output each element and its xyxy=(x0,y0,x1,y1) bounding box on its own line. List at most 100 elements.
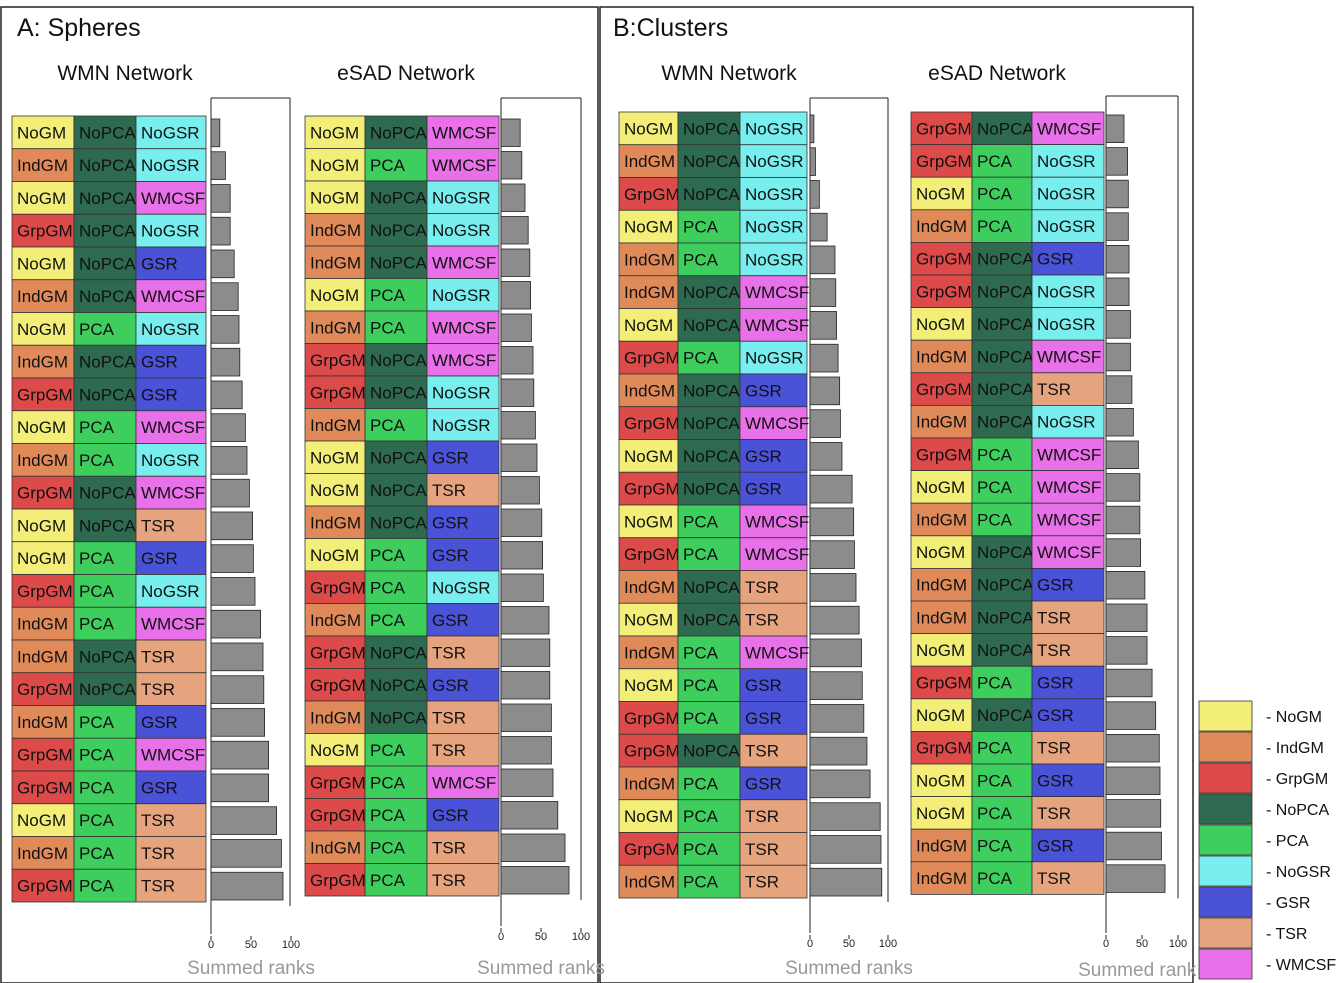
design-cell-label: GrpGM xyxy=(624,185,680,204)
rank-bar xyxy=(1105,114,1125,144)
design-cell xyxy=(910,698,973,732)
design-cell xyxy=(364,278,428,312)
x-axis-label: Summed ranks xyxy=(187,958,315,979)
rank-bar xyxy=(500,703,552,732)
design-cell xyxy=(618,209,679,244)
design-cell-label: IndGM xyxy=(624,283,675,302)
network-title: eSAD Network xyxy=(337,62,475,85)
design-cell-label: NoGSR xyxy=(1037,217,1096,236)
design-cell-label: NoPCA xyxy=(977,315,1034,334)
design-cell-label: TSR xyxy=(141,516,175,535)
design-cell-label: NoPCA xyxy=(683,381,740,400)
rank-bar xyxy=(809,278,837,307)
design-cell xyxy=(364,635,428,669)
x-tick-label: 100 xyxy=(1169,938,1187,950)
design-cell-label: IndGM xyxy=(17,156,68,175)
design-cell-label: PCA xyxy=(370,741,406,760)
design-cell xyxy=(739,864,808,899)
rank-bar xyxy=(210,609,261,639)
rank-bar xyxy=(1105,831,1162,861)
design-cell xyxy=(677,864,741,899)
design-cell-label: PCA xyxy=(977,869,1013,888)
design-cell-label: PCA xyxy=(683,709,719,728)
design-cell-label: GrpGM xyxy=(17,385,73,404)
design-cell xyxy=(364,733,428,767)
design-cell-label: NoGSR xyxy=(141,123,200,142)
design-cell-label: GrpGM xyxy=(17,484,73,503)
legend-label: - WMCSF xyxy=(1266,957,1336,974)
design-cell-label: PCA xyxy=(683,218,719,237)
design-cell-label: NoGSR xyxy=(1037,282,1096,301)
design-cell xyxy=(304,863,366,897)
design-cell xyxy=(135,377,207,412)
design-cell-label: NoGSR xyxy=(745,119,804,138)
design-cell-label: NoPCA xyxy=(370,188,427,207)
rank-bar xyxy=(500,476,540,505)
design-cell-label: NoGM xyxy=(17,811,66,830)
design-cell xyxy=(426,635,500,669)
design-cell xyxy=(11,344,75,379)
design-cell-label: PCA xyxy=(79,320,115,339)
design-cell xyxy=(73,508,137,543)
design-cell-label: NoGM xyxy=(17,320,66,339)
design-cell xyxy=(1031,861,1105,895)
design-cell-label: NoPCA xyxy=(683,414,740,433)
legend-label: - IndGM xyxy=(1266,740,1324,757)
design-cell-label: NoPCA xyxy=(79,385,136,404)
design-cell-label: GrpGM xyxy=(916,250,972,269)
x-tick-label: 100 xyxy=(282,939,300,951)
design-cell xyxy=(73,410,137,444)
design-cell xyxy=(1031,209,1105,243)
design-cell-label: PCA xyxy=(977,837,1013,856)
design-cell xyxy=(739,832,808,866)
design-cell-label: NoGM xyxy=(916,185,965,204)
rank-bar xyxy=(500,183,526,212)
design-cell xyxy=(304,343,366,377)
design-cell-label: PCA xyxy=(79,549,115,568)
design-cell xyxy=(11,312,75,346)
rank-bar xyxy=(210,413,246,442)
design-cell xyxy=(135,508,207,543)
design-cell xyxy=(910,274,973,308)
design-cell xyxy=(135,672,207,706)
design-cell xyxy=(304,505,366,539)
design-cell xyxy=(11,705,75,739)
design-cell-label: NoPCA xyxy=(370,221,427,240)
design-cell xyxy=(739,701,808,735)
design-cell xyxy=(618,701,679,735)
design-cell-label: NoPCA xyxy=(79,680,136,699)
design-cell-label: WMCSF xyxy=(141,615,205,634)
design-cell-label: PCA xyxy=(79,451,115,470)
design-cell-label: IndGM xyxy=(916,576,967,595)
rank-bar xyxy=(1105,440,1139,470)
design-cell-label: GrpGM xyxy=(624,480,680,499)
design-cell xyxy=(1031,470,1105,504)
design-cell-label: WMCSF xyxy=(745,643,809,662)
x-tick-label: 50 xyxy=(535,931,547,943)
rank-bar xyxy=(210,118,221,148)
design-cell-label: GSR xyxy=(432,806,469,825)
design-cell xyxy=(426,765,500,799)
rank-bar xyxy=(1105,766,1161,796)
design-cell-label: GSR xyxy=(141,713,178,732)
rank-bar xyxy=(210,249,235,279)
design-cell-label: GSR xyxy=(745,676,782,695)
design-cell-label: PCA xyxy=(683,250,719,269)
design-cell-label: GrpGM xyxy=(916,739,972,758)
design-cell-label: GSR xyxy=(432,513,469,532)
design-cell-label: NoGSR xyxy=(745,185,804,204)
rank-bar xyxy=(210,642,264,672)
design-cell-label: TSR xyxy=(745,840,779,859)
design-cell xyxy=(426,375,500,409)
rank-bar xyxy=(210,577,256,606)
design-cell xyxy=(11,639,75,674)
design-cell-label: NoGM xyxy=(916,478,965,497)
design-cell-label: NoGSR xyxy=(432,188,491,207)
x-tick-label: 0 xyxy=(1103,938,1109,950)
design-cell-label: PCA xyxy=(370,318,406,337)
design-cell xyxy=(1031,796,1105,830)
design-cell-label: GSR xyxy=(432,448,469,467)
design-cell-label: NoPCA xyxy=(683,480,740,499)
design-cell-label: PCA xyxy=(79,877,115,896)
